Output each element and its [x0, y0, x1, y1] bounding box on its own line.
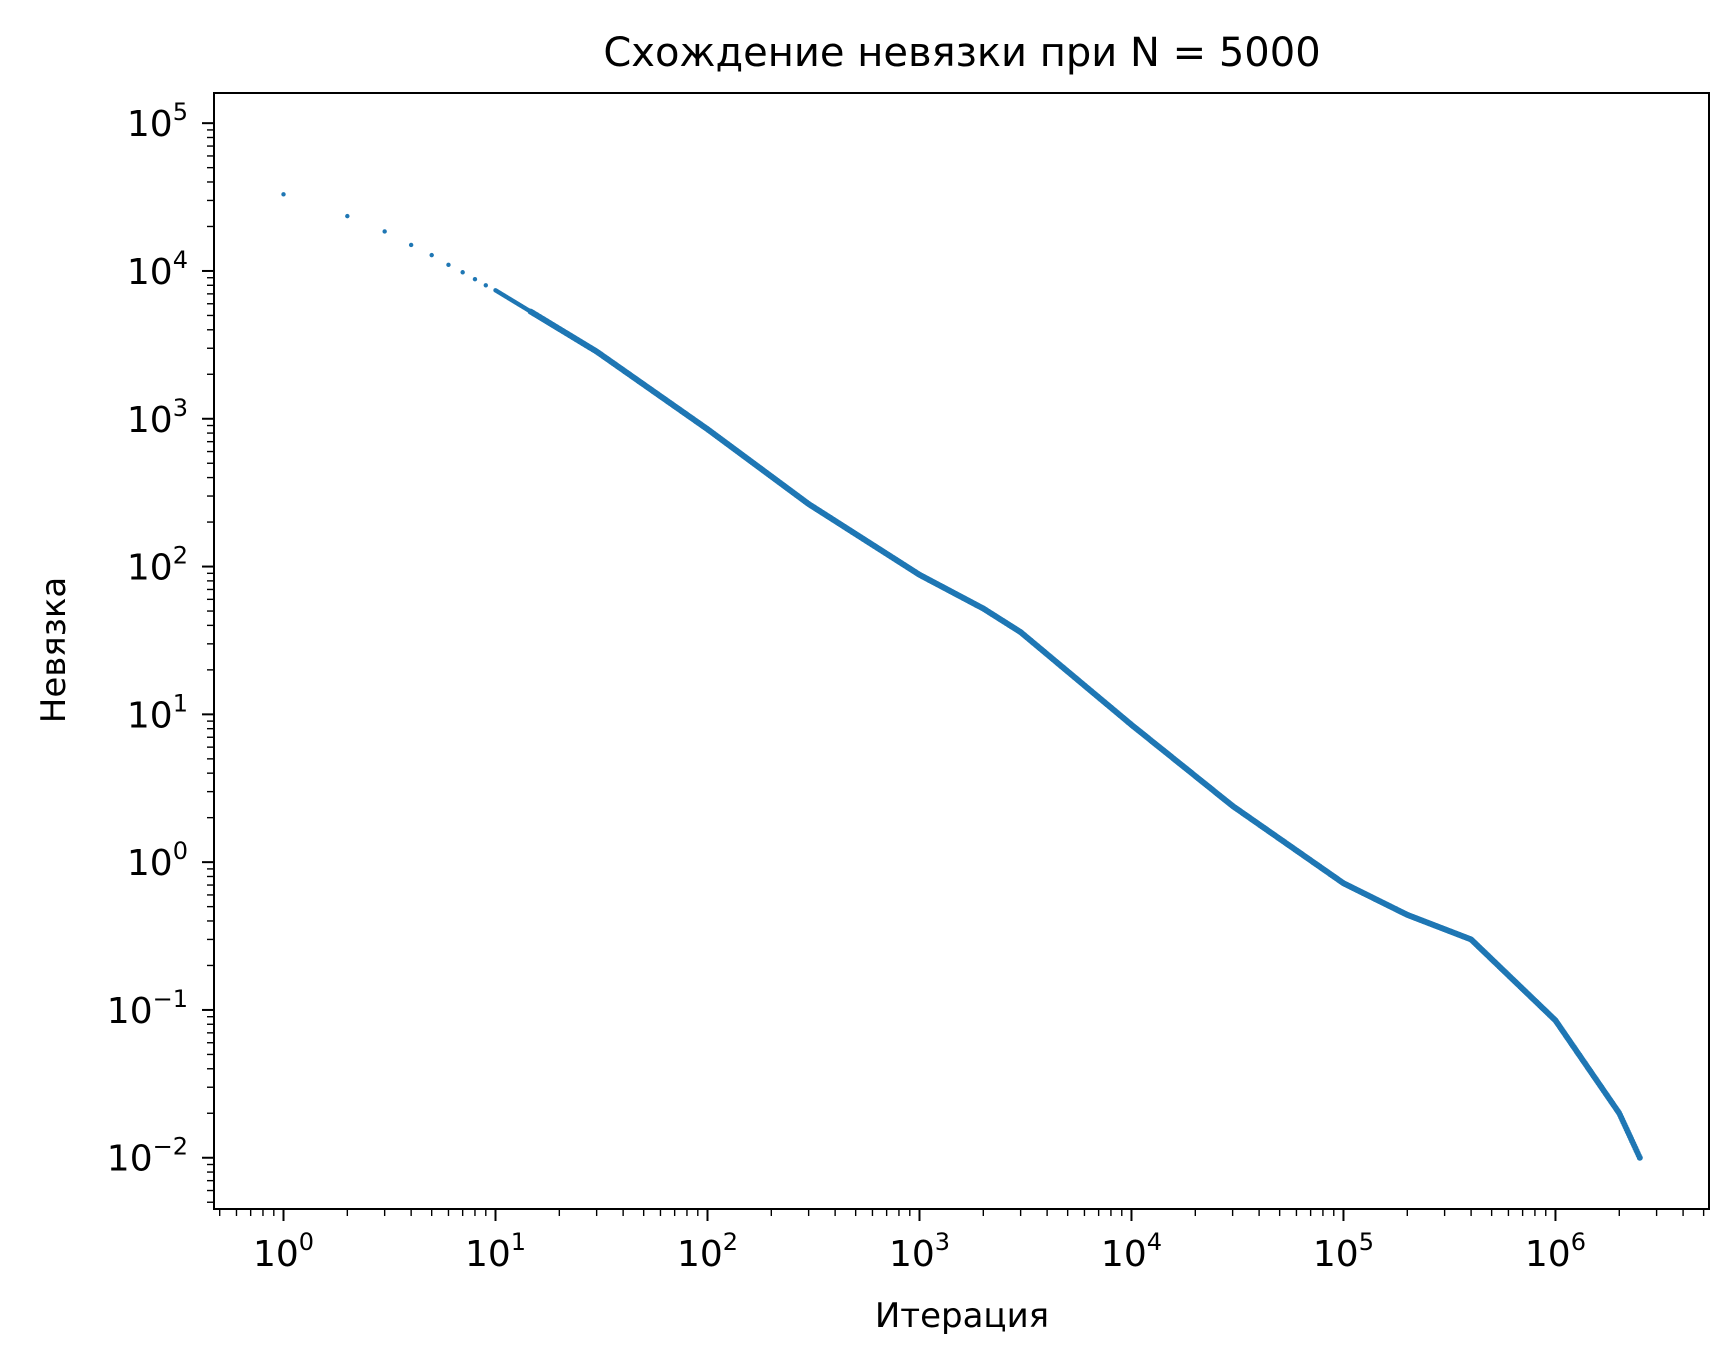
y-axis-label: Невязка — [34, 577, 74, 723]
data-point — [429, 252, 434, 258]
x-tick-label: 100 — [253, 1228, 314, 1275]
x-axis-ticks — [218, 1209, 1705, 1221]
x-axis-tick-labels: 100 101 102 103 104 105 106 — [253, 1228, 1586, 1275]
data-point — [281, 192, 286, 197]
y-axis-ticks — [202, 122, 214, 1203]
data-point — [408, 242, 414, 248]
data-point — [345, 213, 350, 219]
x-tick-label: 106 — [1525, 1228, 1586, 1275]
data-point — [382, 229, 387, 234]
plot-frame — [213, 92, 1710, 1210]
y-axis-tick-labels: 105 104 103 102 101 100 10−1 10−2 — [107, 98, 188, 1180]
x-axis-label: Итерация — [875, 1296, 1049, 1336]
y-tick-label: 102 — [127, 542, 188, 589]
y-tick-label: 104 — [127, 246, 188, 293]
x-tick-label: 103 — [889, 1228, 950, 1275]
y-tick-label: 100 — [127, 837, 188, 884]
x-tick-label: 105 — [1313, 1228, 1374, 1275]
x-tick-label: 101 — [465, 1228, 526, 1275]
y-tick-label: 10−2 — [107, 1133, 188, 1180]
data-point — [446, 262, 451, 268]
y-tick-label: 101 — [127, 689, 188, 736]
data-point — [472, 276, 478, 282]
y-tick-label: 10−1 — [107, 985, 188, 1032]
chart-title: Схождение невязки при N = 5000 — [603, 30, 1320, 76]
plot-background — [214, 93, 1709, 1209]
data-point — [460, 270, 465, 275]
data-point — [483, 283, 488, 288]
y-tick-label: 103 — [127, 394, 188, 441]
data-points — [281, 192, 1643, 1161]
plot-area — [202, 92, 1710, 1221]
x-tick-label: 102 — [677, 1228, 738, 1275]
y-tick-label: 105 — [127, 98, 188, 145]
data-point — [1636, 1154, 1643, 1161]
x-tick-label: 104 — [1101, 1228, 1162, 1275]
